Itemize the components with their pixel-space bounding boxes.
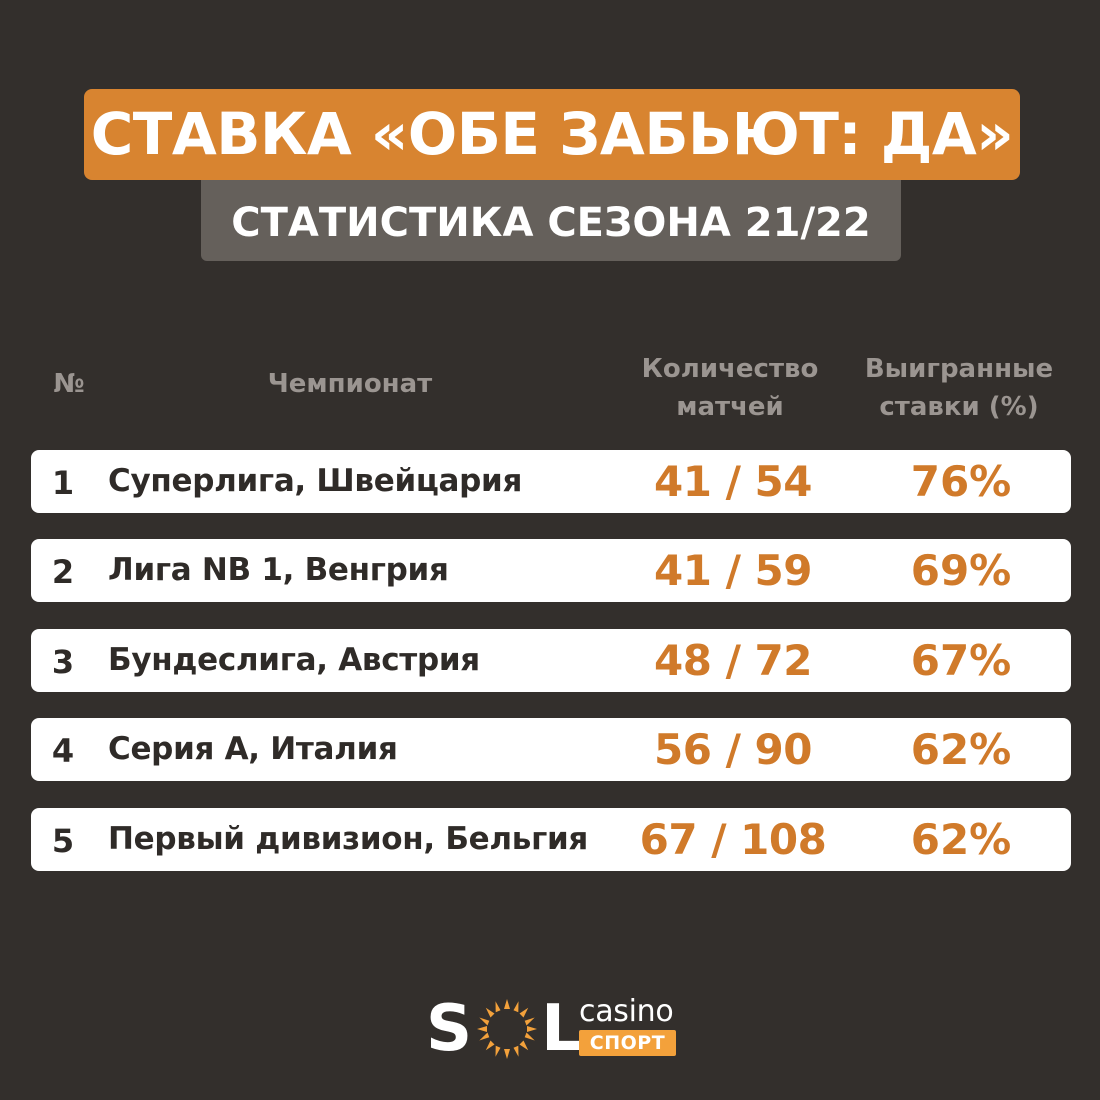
row-number: 1 xyxy=(51,464,75,502)
logo-letter-s: S xyxy=(426,992,474,1066)
subtitle: СТАТИСТИКА СЕЗОНА 21/22 xyxy=(201,180,901,261)
row-number: 5 xyxy=(51,822,75,860)
header-matches: Количество матчей xyxy=(625,350,835,426)
table-row: 4 Серия А, Италия 56 / 90 62% xyxy=(31,718,1071,781)
row-championship: Суперлига, Швейцария xyxy=(108,463,523,499)
table-row: 1 Суперлига, Швейцария 41 / 54 76% xyxy=(31,450,1071,513)
table-row: 5 Первый дивизион, Бельгия 67 / 108 62% xyxy=(31,808,1071,871)
header-matches-line2: матчей xyxy=(676,392,784,422)
logo-sport-badge: СПОРТ xyxy=(579,1030,676,1056)
row-won-percent: 62% xyxy=(910,725,1012,774)
header-matches-line1: Количество xyxy=(641,354,819,384)
table-row: 3 Бундеслига, Австрия 48 / 72 67% xyxy=(31,629,1071,692)
table-row: 2 Лига NB 1, Венгрия 41 / 59 69% xyxy=(31,539,1071,602)
main-title: СТАВКА «ОБЕ ЗАБЬЮТ: ДА» xyxy=(84,89,1020,180)
row-number: 3 xyxy=(51,643,75,681)
row-number: 2 xyxy=(51,553,75,591)
row-championship: Первый дивизион, Бельгия xyxy=(108,821,589,857)
row-championship: Лига NB 1, Венгрия xyxy=(108,552,449,588)
header-won-line1: Выигранные xyxy=(864,354,1054,384)
sun-icon xyxy=(473,996,541,1062)
header-won-bets: Выигранные ставки (%) xyxy=(845,350,1073,426)
header-championship: Чемпионат xyxy=(267,369,433,399)
header-won-line2: ставки (%) xyxy=(879,392,1039,422)
row-won-percent: 62% xyxy=(910,815,1012,864)
row-championship: Бундеслига, Австрия xyxy=(108,642,480,678)
row-won-percent: 67% xyxy=(910,636,1012,685)
logo-letter-l: L xyxy=(541,992,583,1066)
row-won-percent: 76% xyxy=(910,457,1012,506)
logo-wordmark: S xyxy=(426,996,583,1062)
row-matches: 41 / 54 xyxy=(654,457,812,506)
row-number: 4 xyxy=(51,732,75,770)
row-won-percent: 69% xyxy=(910,546,1012,595)
logo-casino-text: casino xyxy=(579,994,674,1029)
row-matches: 56 / 90 xyxy=(654,725,812,774)
row-matches: 67 / 108 xyxy=(639,815,827,864)
header-number: № xyxy=(53,369,85,399)
row-championship: Серия А, Италия xyxy=(108,731,398,767)
row-matches: 41 / 59 xyxy=(654,546,812,595)
row-matches: 48 / 72 xyxy=(654,636,812,685)
sol-casino-logo: S xyxy=(426,996,686,1066)
